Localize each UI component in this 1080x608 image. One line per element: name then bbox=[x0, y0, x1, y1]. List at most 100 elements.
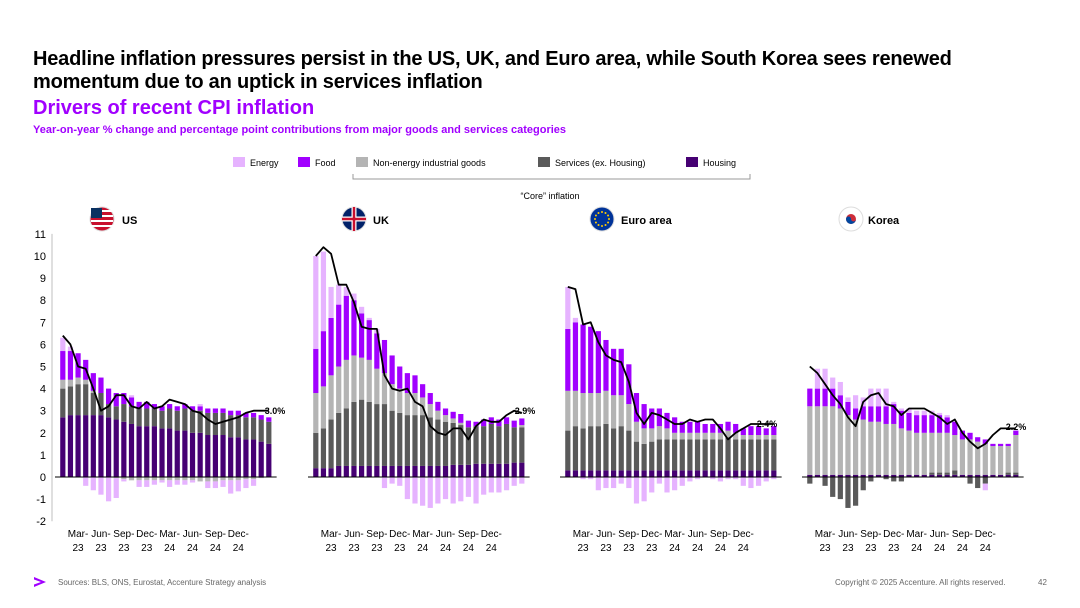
us-x-tick-month: Dec- bbox=[136, 529, 157, 540]
us-bar-goods bbox=[220, 477, 226, 481]
us-bar-goods bbox=[75, 377, 81, 385]
korea-bar-housing bbox=[837, 474, 843, 477]
us-x-tick-month: Sep- bbox=[113, 529, 134, 540]
euro-area-bar-services bbox=[687, 439, 693, 471]
korea-bar-housing bbox=[944, 474, 950, 477]
korea-bar-goods bbox=[959, 439, 966, 475]
us-bar-services bbox=[60, 388, 66, 418]
us-bar-goods bbox=[205, 477, 211, 482]
korea-bar-goods bbox=[807, 406, 813, 475]
uk-bar-housing bbox=[366, 465, 372, 477]
y-tick-label: 5 bbox=[40, 362, 46, 374]
us-bar-housing bbox=[266, 443, 272, 477]
euro-area-bar-goods bbox=[603, 390, 609, 424]
euro-area-bar-goods bbox=[702, 432, 708, 440]
eu-flag-star bbox=[607, 221, 610, 224]
uk-bar-housing bbox=[503, 463, 510, 477]
euro-area-bar-services bbox=[694, 439, 701, 471]
us-bar-food bbox=[266, 417, 272, 422]
us-bar-energy bbox=[243, 479, 249, 489]
us-bar-energy bbox=[159, 480, 165, 483]
euro-area-bar-goods bbox=[740, 435, 746, 440]
uk-bar-food bbox=[435, 401, 441, 411]
korea-bar-services bbox=[822, 477, 828, 486]
us-bar-goods bbox=[60, 379, 66, 389]
euro-area-bar-services bbox=[725, 437, 731, 471]
us-bar-services bbox=[197, 410, 203, 433]
us-bar-services bbox=[228, 415, 234, 438]
uk-bar-energy bbox=[450, 477, 456, 504]
us-bar-housing bbox=[189, 432, 196, 477]
euro-area-bar-goods bbox=[595, 393, 601, 427]
euro-area-bar-goods bbox=[679, 432, 685, 440]
korea-bar-services bbox=[853, 477, 859, 506]
korea-bar-services bbox=[929, 472, 935, 475]
uk-bar-energy bbox=[404, 477, 410, 500]
euro-area-bar-goods bbox=[641, 428, 647, 444]
euro-area-x-tick-year: 23 bbox=[600, 543, 612, 554]
euro-area-bar-goods bbox=[771, 435, 777, 440]
euro-area-bar-food bbox=[748, 426, 754, 436]
uk-bar-housing bbox=[328, 468, 334, 477]
korea-latest-value: 2.2% bbox=[1006, 422, 1027, 432]
us-bar-housing bbox=[174, 430, 180, 477]
uk-x-tick-month: Jun- bbox=[344, 529, 363, 540]
korea-bar-food bbox=[990, 443, 996, 447]
us-bar-housing bbox=[159, 428, 165, 477]
us-bar-goods bbox=[159, 477, 165, 481]
uk-bar-food bbox=[328, 317, 334, 376]
korea-bar-food bbox=[807, 388, 813, 407]
uk-bar-goods bbox=[336, 366, 342, 413]
korea-bar-services bbox=[1005, 472, 1011, 475]
korea-bar-services bbox=[944, 472, 950, 475]
euro-area-bar-energy bbox=[618, 477, 624, 484]
uk-bar-housing bbox=[389, 465, 395, 477]
us-bar-housing bbox=[205, 435, 211, 477]
us-x-tick-month: Jun- bbox=[91, 529, 110, 540]
us-bar-goods bbox=[67, 379, 74, 387]
uk-x-tick-year: 23 bbox=[371, 543, 383, 554]
legend-swatch-housing bbox=[686, 157, 698, 167]
us-bar-services bbox=[113, 406, 119, 420]
us-bar-energy bbox=[167, 480, 173, 487]
euro-area-bar-goods bbox=[656, 426, 662, 440]
us-bar-goods bbox=[113, 477, 119, 479]
eu-flag-star bbox=[604, 224, 607, 227]
us-bar-food bbox=[151, 404, 157, 409]
korea-bar-energy bbox=[944, 415, 950, 418]
korea-bar-food bbox=[891, 404, 897, 424]
us-bar-services bbox=[189, 410, 196, 433]
korea-bar-food bbox=[883, 406, 889, 424]
korea-bar-goods bbox=[875, 421, 882, 475]
korea-bar-goods bbox=[921, 432, 927, 475]
us-bar-goods bbox=[197, 477, 203, 482]
us-x-tick-month: Mar- bbox=[68, 529, 89, 540]
us-bar-energy bbox=[220, 480, 226, 487]
korea-bar-food bbox=[1013, 430, 1019, 436]
euro-area-bar-services bbox=[771, 439, 777, 471]
euro-area-bar-energy bbox=[755, 477, 762, 486]
uk-bar-food bbox=[351, 300, 357, 356]
legend-swatch-goods bbox=[356, 157, 368, 167]
korea-bar-energy bbox=[845, 397, 851, 402]
euro-area-bar-food bbox=[603, 339, 609, 391]
korea-x-tick-year: 23 bbox=[888, 543, 900, 554]
uk-bar-energy bbox=[389, 477, 395, 484]
korea-bar-services bbox=[830, 477, 836, 497]
euro-area-bar-goods bbox=[710, 432, 716, 440]
korea-bar-housing bbox=[967, 474, 973, 477]
euro-area-bar-services bbox=[588, 426, 594, 471]
korea-bar-food bbox=[853, 408, 859, 420]
korea-bar-energy bbox=[875, 388, 882, 407]
uk-bar-housing bbox=[343, 465, 349, 477]
uk-headline-line bbox=[315, 246, 523, 441]
us-x-tick-year: 23 bbox=[73, 543, 85, 554]
euro-area-flag-icon bbox=[589, 206, 615, 232]
korea-bar-housing bbox=[807, 474, 813, 477]
euro-area-bar-food bbox=[588, 326, 594, 394]
korea-bar-food bbox=[914, 415, 920, 433]
korea-bar-goods bbox=[860, 419, 866, 475]
us-bar-housing bbox=[151, 426, 157, 477]
euro-area-bar-goods bbox=[672, 432, 678, 440]
chart-title: Drivers of recent CPI inflation bbox=[33, 97, 315, 119]
